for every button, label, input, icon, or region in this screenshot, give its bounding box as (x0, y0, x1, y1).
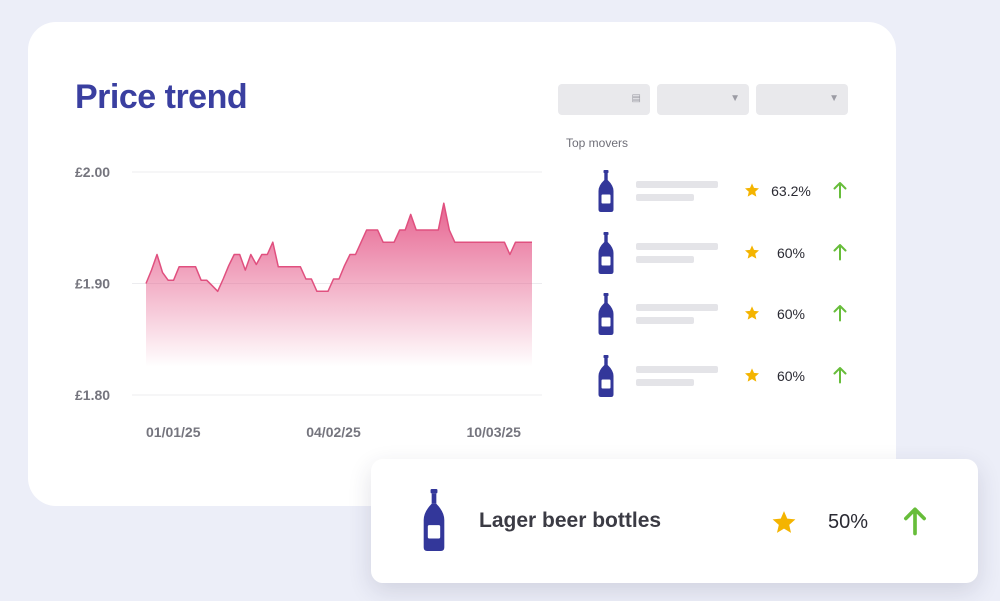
top-mover-item[interactable]: 60% (588, 232, 888, 278)
beer-bottle-icon (598, 293, 614, 335)
page-title: Price trend (75, 78, 248, 116)
arrow-up-icon (833, 305, 847, 322)
mover-change: 60% (776, 368, 806, 384)
top-mover-item[interactable]: 63.2% (588, 170, 888, 216)
star-icon (745, 183, 759, 197)
chevron-down-icon: ▼ (730, 93, 740, 104)
star-icon (745, 368, 759, 382)
mover-change: 63.2% (771, 183, 811, 199)
x-tick-label: 10/03/25 (466, 424, 521, 440)
top-movers-title: Top movers (566, 136, 629, 150)
top-mover-item[interactable]: 60% (588, 355, 888, 401)
beer-bottle-icon (598, 170, 614, 212)
arrow-up-icon (833, 182, 847, 199)
region-filter[interactable]: ▼ (756, 84, 848, 115)
price-trend-card: Price trend £2.00 £1.90 £1.80 01/01/25 04/0… (28, 22, 896, 506)
price-area (146, 203, 532, 367)
product-change: 50% (827, 511, 869, 533)
y-tick-label: £2.00 (75, 164, 110, 180)
beer-bottle-icon (423, 489, 445, 551)
y-tick-label: £1.90 (75, 276, 110, 292)
star-icon (772, 511, 796, 533)
star-icon (745, 245, 759, 259)
date-range-filter[interactable]: ▤ (558, 84, 650, 115)
price-trend-chart: £2.00 £1.90 £1.80 01/01/25 04/02/25 10/03/25 (75, 164, 542, 440)
beer-bottle-icon (598, 232, 614, 274)
arrow-up-icon (833, 244, 847, 261)
chevron-down-icon: ▼ (829, 93, 839, 104)
x-tick-label: 04/02/25 (306, 424, 361, 440)
arrow-up-icon (833, 367, 847, 384)
mover-change: 60% (776, 245, 806, 261)
arrow-up-icon (904, 507, 927, 536)
product-name: Lager beer bottles (479, 509, 662, 532)
star-icon (745, 306, 759, 320)
price-line (145, 202, 532, 293)
x-tick-label: 01/01/25 (146, 424, 201, 440)
calendar-icon: ▤ (631, 93, 641, 104)
top-mover-item[interactable]: 60% (588, 293, 888, 339)
category-filter[interactable]: ▼ (657, 84, 749, 115)
highlight-product-card[interactable]: Lager beer bottles 50% (371, 459, 978, 583)
beer-bottle-icon (598, 355, 614, 397)
mover-change: 60% (776, 306, 806, 322)
y-tick-label: £1.80 (75, 387, 110, 403)
